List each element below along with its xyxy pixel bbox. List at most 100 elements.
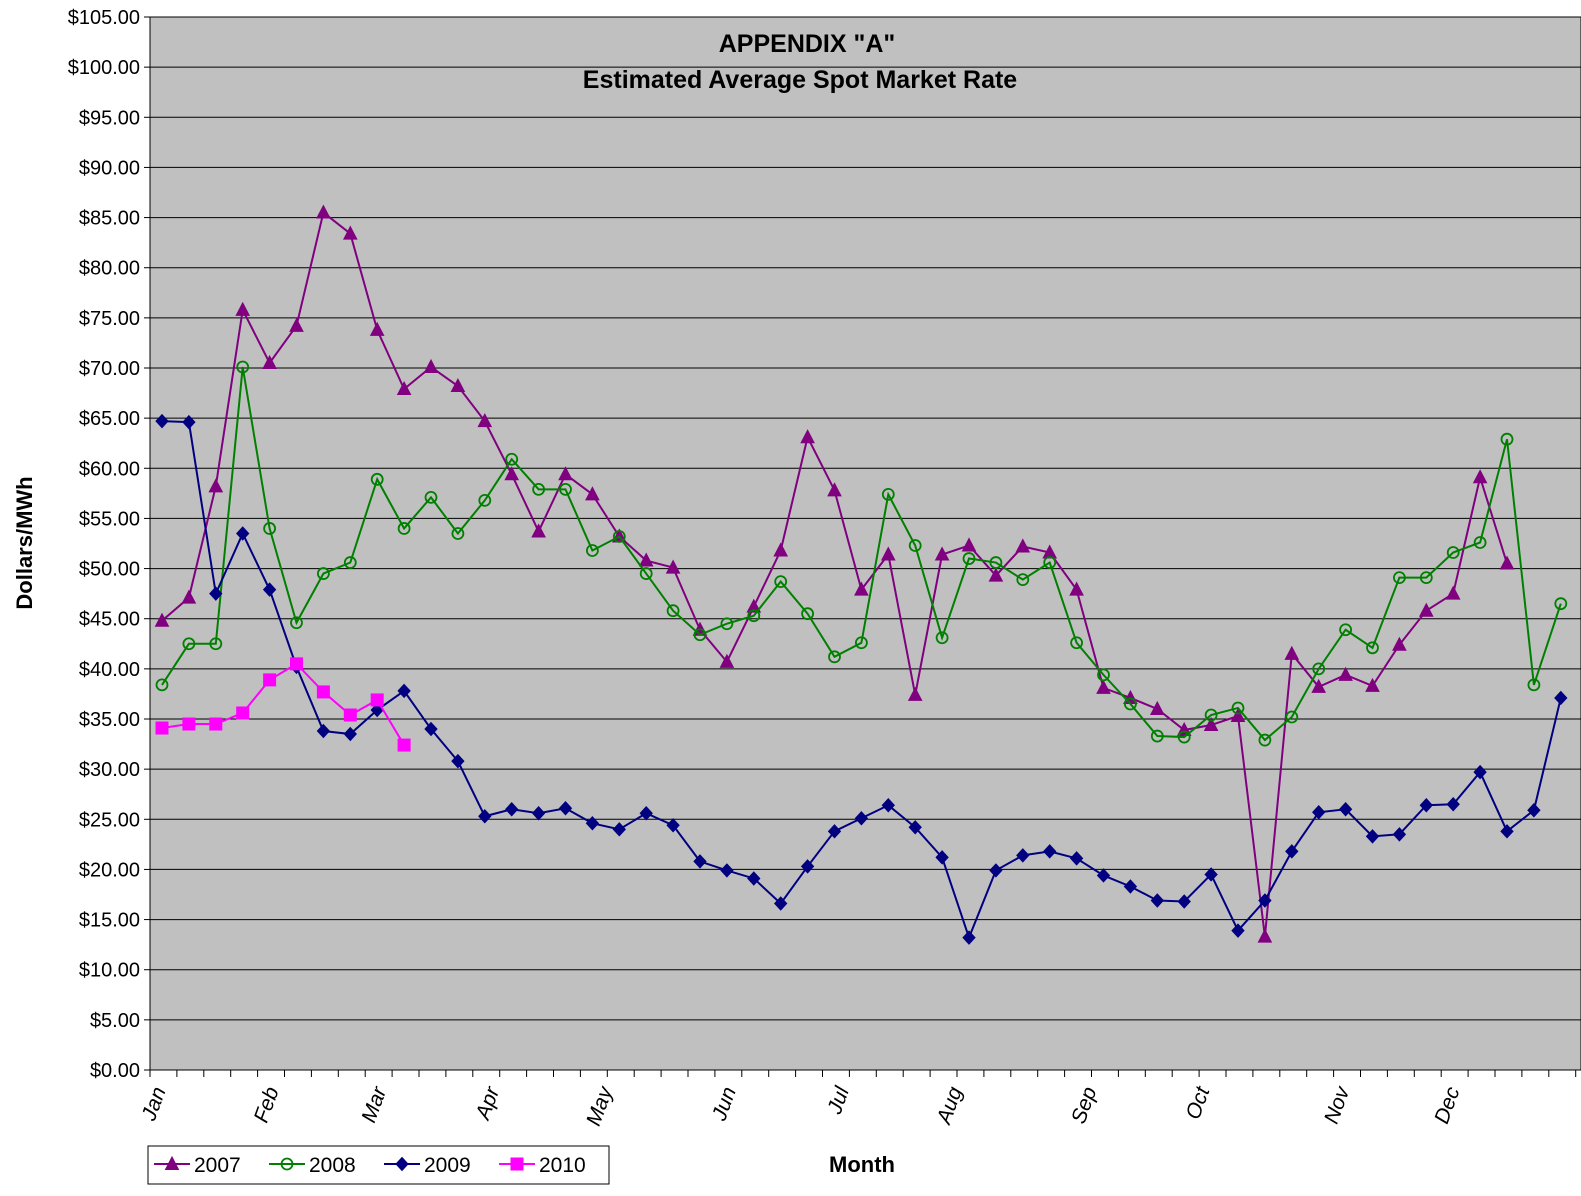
- y-tick-label: $70.00: [79, 358, 140, 380]
- data-point-2007: [1042, 544, 1058, 559]
- data-point-2009: [1285, 844, 1299, 859]
- data-point-2007: [1311, 678, 1327, 693]
- data-point-2009: [262, 582, 277, 597]
- data-point-2009: [1177, 894, 1191, 909]
- data-point-2007: [827, 482, 842, 497]
- data-point-2008: [1554, 597, 1568, 611]
- y-tick-label: $95.00: [79, 107, 140, 129]
- data-point-2008: [209, 637, 223, 651]
- data-point-2007: [1284, 645, 1300, 660]
- data-point-2007: [961, 537, 977, 552]
- data-point-2008: [559, 482, 572, 496]
- series-2010: [155, 657, 411, 752]
- data-point-2009: [989, 863, 1003, 878]
- data-point-2008: [989, 556, 1003, 569]
- data-point-2010: [290, 657, 303, 671]
- data-point-2007: [477, 413, 493, 428]
- data-point-2007: [638, 552, 654, 567]
- data-point-2008: [774, 575, 788, 589]
- legend-marker-icon: [164, 1155, 180, 1170]
- data-point-2008: [370, 472, 384, 486]
- data-point-2009: [1365, 829, 1380, 844]
- data-point-2008: [693, 628, 707, 642]
- data-point-2007: [1392, 636, 1407, 651]
- data-point-2009: [962, 930, 976, 945]
- data-point-2008: [1366, 641, 1379, 655]
- data-point-2009: [800, 859, 815, 874]
- x-tick-label: Apr: [471, 1083, 505, 1124]
- data-point-2008: [1419, 571, 1433, 584]
- legend-item-2009: 2009: [384, 1154, 471, 1177]
- data-point-2008: [1177, 730, 1191, 744]
- data-point-2009: [209, 586, 223, 601]
- data-point-2007: [1338, 666, 1353, 681]
- data-point-2007: [1149, 700, 1165, 715]
- data-point-2008: [236, 360, 250, 374]
- data-point-2007: [369, 321, 385, 336]
- data-point-2009: [1554, 690, 1568, 706]
- data-point-2008: [1097, 668, 1110, 682]
- data-point-2008: [855, 636, 868, 650]
- data-point-2007: [988, 567, 1004, 582]
- data-point-2008: [1043, 556, 1057, 569]
- x-axis-ticks: Jan Feb Mar Apr May Jun Jul Aug Sep Oct Nov Dec: [137, 1070, 1577, 1129]
- data-point-2008: [828, 650, 841, 664]
- x-axis-label: Month: [829, 1152, 895, 1177]
- y-tick-label: $35.00: [79, 709, 140, 731]
- data-point-2009: [881, 798, 895, 813]
- data-point-2008: [1070, 636, 1083, 650]
- legend-item-2010: 2010: [499, 1154, 586, 1177]
- data-point-2009: [1500, 824, 1514, 839]
- y-axis-label: Dollars/MWh: [12, 476, 37, 609]
- data-point-2009: [585, 816, 600, 831]
- data-point-2008: [1124, 697, 1137, 711]
- data-point-2007: [1015, 538, 1031, 553]
- data-point-2008: [881, 487, 895, 501]
- series-2007: [154, 204, 1515, 943]
- chart-subtitle: Estimated Average Spot Market Rate: [583, 66, 1017, 94]
- data-point-2009: [854, 811, 869, 826]
- data-point-2007: [907, 686, 923, 701]
- data-point-2008: [397, 522, 411, 535]
- data-point-2009: [478, 809, 492, 824]
- data-point-2009: [531, 806, 546, 821]
- data-point-2008: [1446, 546, 1460, 559]
- x-tick-label: Nov: [1320, 1082, 1355, 1126]
- data-point-2009: [155, 413, 169, 429]
- legend-item-2008: 2008: [269, 1154, 356, 1177]
- data-point-2007: [854, 581, 869, 596]
- data-point-2008: [720, 617, 734, 631]
- data-point-2009: [908, 820, 922, 835]
- data-point-2008: [1016, 573, 1030, 587]
- data-point-2007: [746, 598, 762, 613]
- legend-label: 2010: [539, 1154, 586, 1177]
- x-tick-label: Jul: [823, 1083, 855, 1118]
- data-point-2008: [263, 522, 277, 535]
- data-point-2010: [182, 717, 196, 731]
- data-point-2009: [1016, 848, 1030, 863]
- data-point-2009: [1392, 827, 1407, 842]
- data-point-2008: [1393, 571, 1406, 584]
- data-point-2007: [1257, 928, 1273, 943]
- y-tick-label: $10.00: [79, 960, 140, 982]
- data-point-2007: [181, 589, 197, 604]
- data-point-2007: [1203, 716, 1219, 732]
- legend-marker-icon: [395, 1156, 409, 1172]
- data-point-2008: [155, 678, 169, 692]
- data-point-2009: [343, 726, 357, 742]
- data-point-2008: [505, 452, 519, 466]
- data-point-2008: [1500, 432, 1514, 446]
- data-point-2009: [397, 683, 411, 699]
- legend-item-2007: 2007: [154, 1154, 241, 1177]
- data-point-2008: [1339, 623, 1352, 637]
- data-point-2007: [585, 486, 600, 501]
- series-line-2010: [161, 662, 405, 746]
- x-tick-label: Mar: [357, 1083, 391, 1126]
- chart-title: APPENDIX "A": [719, 30, 896, 58]
- data-point-2009: [1204, 867, 1218, 882]
- data-point-2008: [451, 527, 465, 540]
- legend-marker-icon: [280, 1157, 294, 1171]
- data-point-2008: [1312, 662, 1326, 676]
